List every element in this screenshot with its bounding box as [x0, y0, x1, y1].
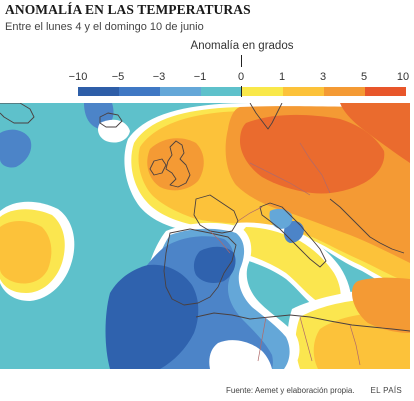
temperature-anomaly-map	[0, 103, 410, 369]
coast-iberia	[163, 228, 237, 306]
source-text: Fuente: Aemet y elaboración propia.	[226, 386, 355, 395]
atlantic-warm-patch	[0, 221, 52, 284]
legend-title: Anomalía en grados	[190, 40, 294, 52]
coast-greenland	[0, 103, 35, 124]
europe-very-hot	[340, 103, 410, 163]
atlantic-cool-patch	[0, 129, 32, 168]
border-line	[349, 324, 361, 366]
legend-ticks: −10 −5 −3 −1 0 1 3 5 10	[0, 71, 414, 85]
legend-zero-mark	[241, 86, 242, 97]
tyrrhenian-cool	[269, 208, 293, 229]
border-line	[299, 316, 313, 362]
border-line	[257, 316, 267, 362]
coast-italy	[259, 202, 327, 268]
coast-uk	[165, 140, 191, 188]
legend-swatch	[324, 87, 365, 96]
legend-tick: 10	[396, 71, 410, 83]
coastlines	[0, 103, 410, 332]
border-line	[249, 162, 311, 196]
legend-tick: −3	[152, 71, 166, 83]
legend-tick: 3	[319, 71, 327, 83]
north-africa-very-hot	[352, 277, 410, 333]
legend-swatch	[78, 87, 119, 96]
page-subtitle: Entre el lunes 4 y el domingo 10 de juni…	[5, 21, 204, 33]
legend-color-bar	[78, 86, 406, 97]
legend-swatch	[283, 87, 324, 96]
source-note: Fuente: Aemet y elaboración propia. EL PA…	[226, 386, 402, 395]
legend-tick: −10	[68, 71, 88, 83]
legend-zero-indicator	[241, 55, 242, 67]
legend-tick: 1	[278, 71, 286, 83]
coast-north-africa	[195, 312, 410, 332]
iberia-strong-cold	[193, 246, 236, 283]
page-title: ANOMALÍA EN LAS TEMPERATURAS	[5, 2, 251, 17]
coast-scandinavia	[249, 103, 283, 130]
border-line	[237, 206, 263, 222]
legend-tick: −5	[111, 71, 125, 83]
legend-swatch	[365, 87, 406, 96]
country-borders	[209, 142, 361, 366]
legend-tick: 0	[237, 71, 245, 83]
legend-tick: −1	[193, 71, 207, 83]
iberia-strong-cold	[105, 264, 199, 369]
coast-france	[193, 194, 239, 234]
uk-hot	[147, 138, 204, 191]
europe-very-hot	[240, 114, 385, 194]
coast-balkans	[329, 198, 405, 254]
legend-swatch	[160, 87, 201, 96]
brand-logo: EL PAÍS	[370, 386, 402, 395]
border-line	[209, 230, 231, 254]
legend-swatch	[201, 87, 242, 96]
morocco-cool	[209, 340, 272, 369]
atlantic-cool-patch	[98, 119, 130, 143]
mediterranean-slightly-warm	[239, 227, 341, 306]
coast-iceland	[99, 112, 123, 128]
coast-ireland	[149, 158, 167, 176]
legend-tick: 5	[360, 71, 368, 83]
border-line	[299, 142, 331, 194]
legend-swatch	[242, 87, 283, 96]
legend-swatch	[119, 87, 160, 96]
